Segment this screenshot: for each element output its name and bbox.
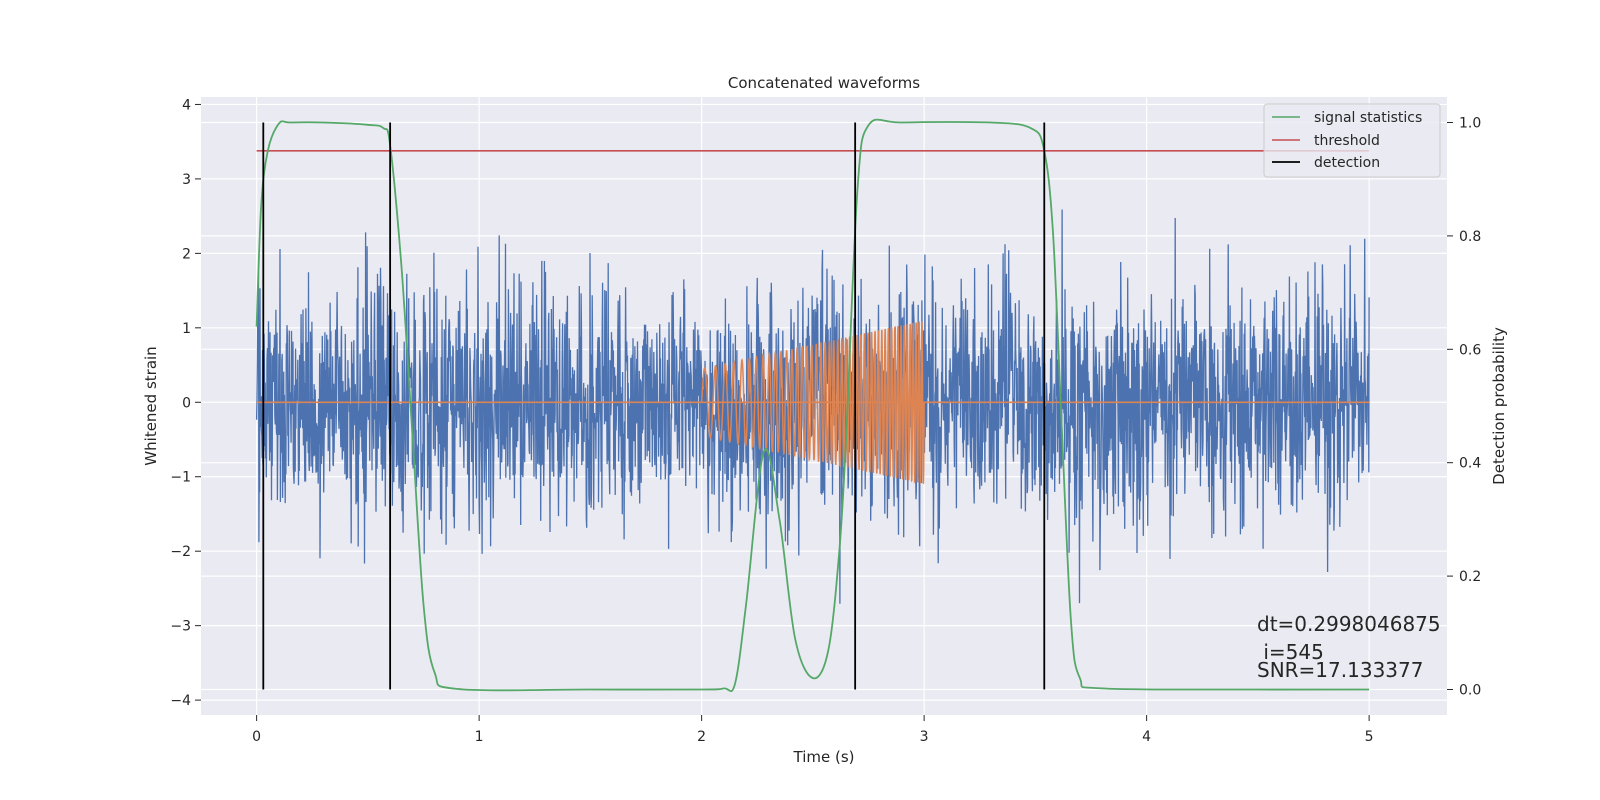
x-tick-label: 3 <box>920 729 929 745</box>
y-tick-label: 4 <box>182 97 191 113</box>
y-axis-label: Whitened strain <box>142 346 160 465</box>
y-right-tick-label: 0.4 <box>1459 456 1481 472</box>
x-tick-label: 0 <box>252 729 261 745</box>
y-right-tick-label: 0.6 <box>1459 342 1481 358</box>
y-right-tick-label: 0.2 <box>1459 569 1481 585</box>
x-axis-label: Time (s) <box>793 748 855 766</box>
y-tick-label: 2 <box>182 246 191 262</box>
y-tick-label: 1 <box>182 321 191 337</box>
signal-statistics-series <box>255 118 1370 693</box>
detection-series <box>262 122 1046 690</box>
legend-label-threshold: threshold <box>1314 133 1380 149</box>
x-tick-label: 2 <box>697 729 706 745</box>
annotation-index: i=545 <box>1257 640 1324 664</box>
signal-statistics-line <box>255 118 1370 693</box>
annotation-dt: dt=0.2998046875 <box>1257 612 1441 636</box>
y-right-tick-label: 0.0 <box>1459 682 1481 698</box>
legend-label-signal-statistics: signal statistics <box>1314 110 1422 126</box>
y-right-tick-label: 0.8 <box>1459 229 1481 245</box>
y-tick-label: −1 <box>170 470 191 486</box>
y-tick-label: −3 <box>170 619 191 635</box>
chart-title: Concatenated waveforms <box>728 74 920 92</box>
y-right-tick-label: 1.0 <box>1459 116 1481 132</box>
x-tick-label: 1 <box>475 729 484 745</box>
x-tick-label: 5 <box>1365 729 1374 745</box>
y-tick-label: 3 <box>182 172 191 188</box>
injection-series <box>256 321 1370 484</box>
ticks: 0 1 2 3 4 5 −4 −3 −2 −1 0 1 2 3 4 0.0 0.2 0.4 0.6 0.8 1.0 <box>170 97 1481 745</box>
y-tick-label: −2 <box>170 544 191 560</box>
x-tick-label: 4 <box>1142 729 1151 745</box>
legend-box <box>1263 103 1441 178</box>
legend-label-detection: detection <box>1314 155 1380 171</box>
y-tick-label: 0 <box>182 395 191 411</box>
y-axis-right-label: Detection probability <box>1490 327 1508 485</box>
injection-chirp <box>700 321 925 484</box>
y-tick-label: −4 <box>170 693 191 709</box>
annotation-snr: SNR=17.133377 <box>1257 658 1423 682</box>
legend: signal statistics threshold detection <box>1263 103 1441 178</box>
